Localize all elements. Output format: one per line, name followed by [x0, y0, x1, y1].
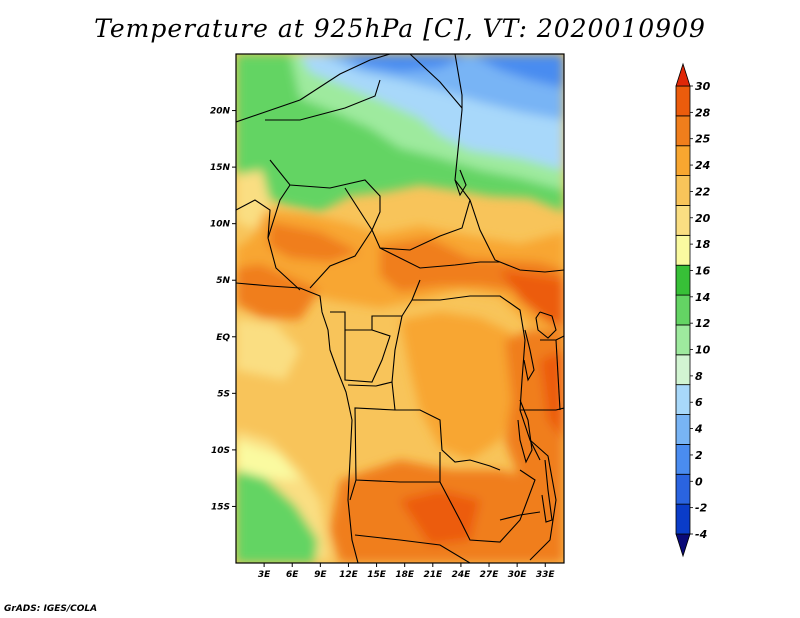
colorbar-label: 16 [695, 264, 711, 277]
colorbar-segment [675, 473, 691, 505]
colorbar-segment [675, 384, 691, 415]
lon-label: 6E [286, 570, 299, 580]
colorbar-segment [675, 443, 691, 475]
grads-credit: GrADS: IGES/COLA [4, 604, 98, 614]
colorbar-label: 10 [695, 344, 711, 357]
colorbar-label: 8 [695, 370, 703, 383]
colorbar-label: 28 [695, 106, 711, 119]
lat-label: 15N [210, 163, 231, 173]
colorbar-label: 30 [695, 80, 711, 93]
lon-label: 9E [314, 570, 327, 580]
colorbar-label: 14 [695, 291, 710, 304]
colorbar-label: 24 [695, 159, 710, 172]
lon-label: 30E [508, 570, 528, 580]
lon-label: 15E [367, 570, 387, 580]
colorbar-segment [675, 85, 691, 117]
colorbar-label: 6 [695, 396, 703, 409]
colorbar-label: 12 [695, 317, 711, 330]
colorbar-segment [675, 234, 691, 266]
temperature-field [236, 54, 564, 563]
colorbar-label: 2 [695, 449, 703, 462]
colorbar-segment [675, 324, 691, 356]
lon-label: 33E [536, 570, 556, 580]
colorbar-label: 0 [695, 475, 703, 488]
colorbar-segment [675, 205, 691, 236]
lat-label: 20N [210, 107, 231, 117]
lat-label: 5N [216, 276, 230, 286]
colorbar-segment [675, 175, 691, 206]
lat-label: 10S [211, 446, 230, 456]
lat-label: EQ [216, 333, 230, 343]
lon-label: 27E [480, 570, 500, 580]
colorbar-segment [675, 414, 691, 445]
colorbar-segment [675, 115, 691, 147]
colorbar-upper-triangle [675, 62, 691, 87]
colorbar-label: 4 [694, 423, 703, 436]
lon-label: 18E [395, 570, 415, 580]
lon-label: 21E [423, 570, 443, 580]
lon-label: 24E [452, 570, 472, 580]
lat-label: 10N [210, 220, 231, 230]
colorbar-label: -2 [695, 502, 708, 515]
colorbar-lower-triangle [675, 533, 691, 558]
lon-label: 3E [258, 570, 271, 580]
colorbar-segment [675, 503, 691, 535]
map-frame [235, 53, 565, 564]
colorbar-label: 22 [695, 185, 711, 198]
map-title: Temperature at 925hPa [C], VT: 202001090… [94, 14, 706, 43]
colorbar-segment [675, 145, 691, 177]
colorbar-label: 18 [695, 238, 711, 251]
colorbar-segment [675, 294, 691, 326]
country-borders [236, 54, 564, 563]
lat-label: 15S [211, 502, 230, 512]
longitude-axis: 3E 6E 9E 12E 15E 18E 21E 24E 27E 30E 33E [258, 563, 556, 580]
colorbar-label: 20 [695, 212, 711, 225]
colorbar-label: -4 [695, 528, 707, 541]
colorbar-segment [675, 264, 691, 296]
latitude-axis: 20N 15N 10N 5N EQ 5S 10S 15S [210, 107, 236, 512]
colorbar-segment [675, 354, 691, 386]
lat-label: 5S [217, 389, 230, 399]
colorbar-label: 25 [695, 133, 711, 146]
lon-label: 12E [339, 570, 359, 580]
